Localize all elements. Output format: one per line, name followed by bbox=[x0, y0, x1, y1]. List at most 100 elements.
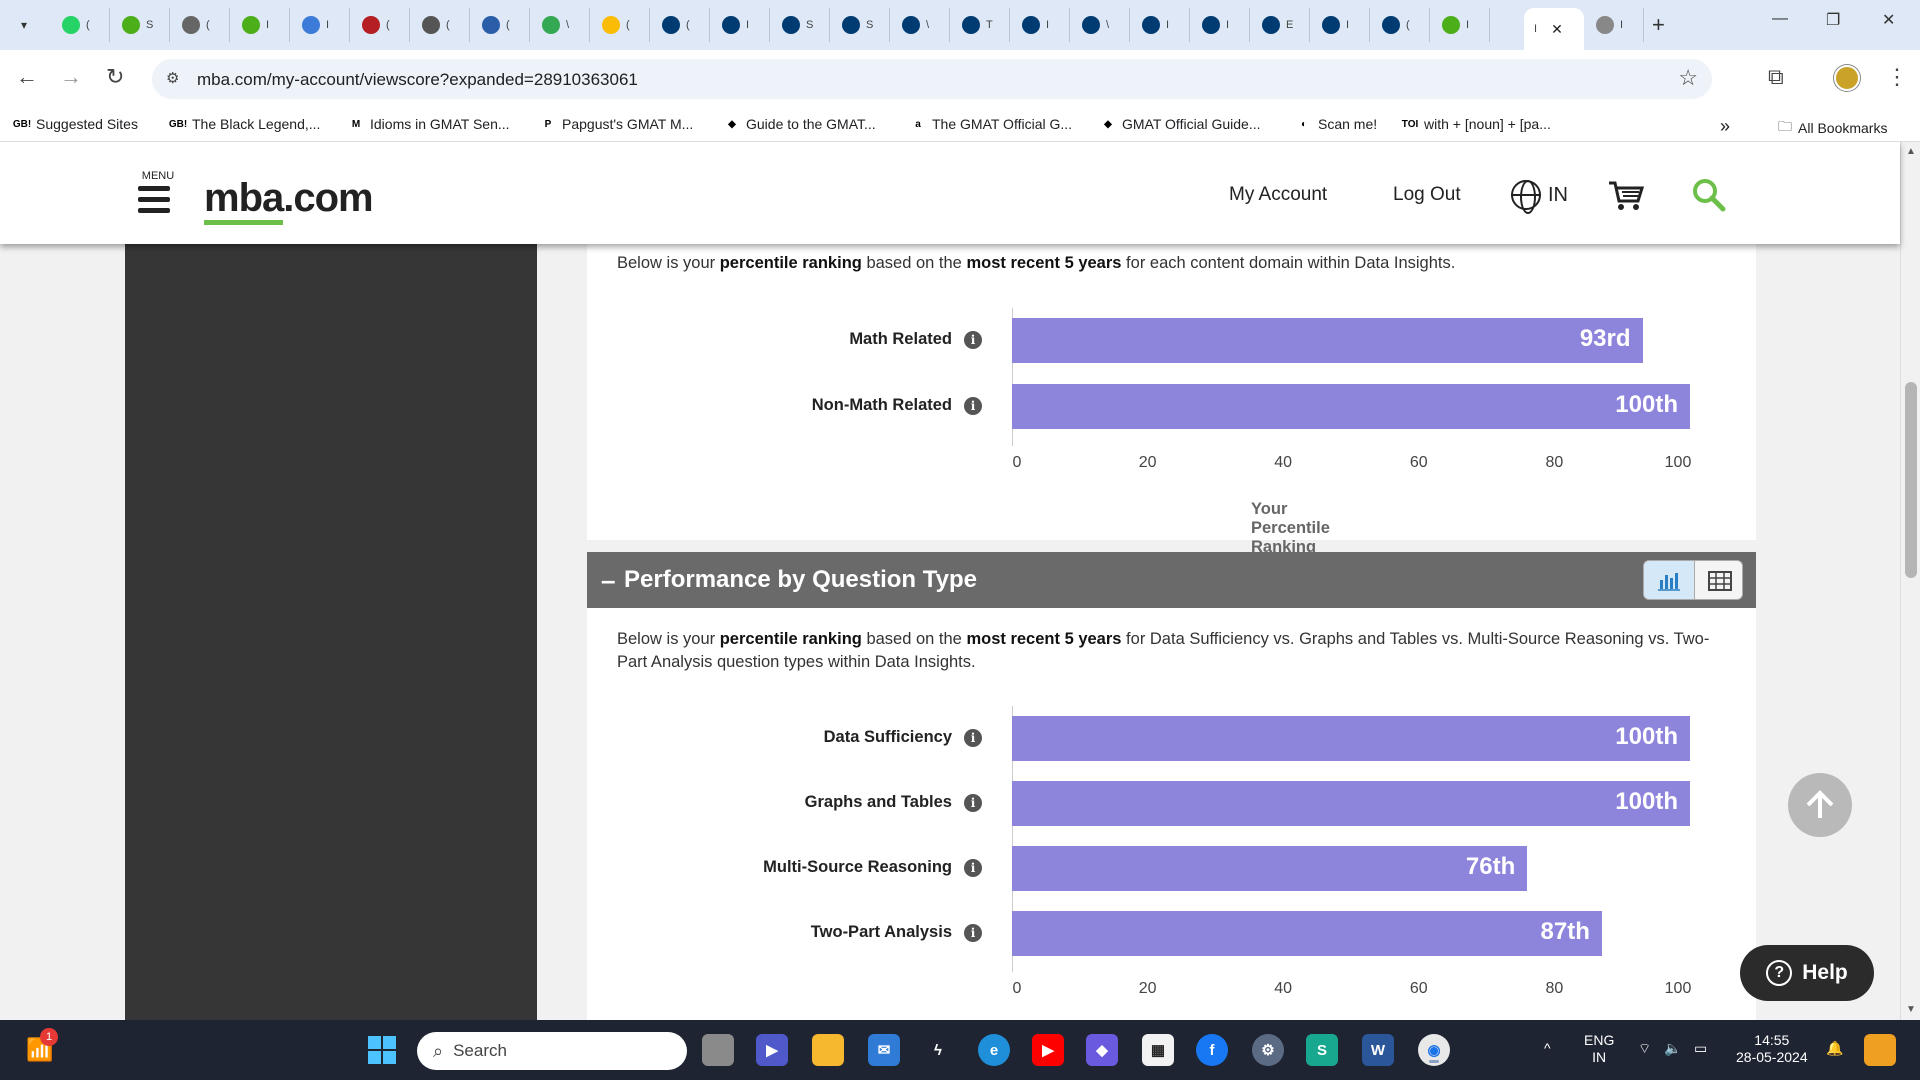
browser-tab[interactable]: ( bbox=[472, 8, 530, 42]
tab-search-button[interactable]: ▾ bbox=[20, 18, 28, 32]
close-tab-icon[interactable]: ✕ bbox=[1551, 20, 1563, 37]
bookmark-item[interactable]: P Papgust's GMAT M... bbox=[540, 116, 694, 132]
bookmark-star-icon[interactable]: ☆ bbox=[1678, 65, 1698, 90]
copilot-icon[interactable]: ◆ bbox=[1086, 1034, 1118, 1066]
start-button[interactable] bbox=[366, 1034, 398, 1066]
my-account-link[interactable]: My Account bbox=[1229, 184, 1328, 205]
browser-tab[interactable]: I bbox=[232, 8, 290, 42]
bookmark-item[interactable]: ◐ Scan me! bbox=[1296, 116, 1377, 132]
browser-tab[interactable]: E bbox=[1252, 8, 1310, 42]
file-explorer-icon[interactable] bbox=[812, 1034, 844, 1066]
browser-tab[interactable]: ( bbox=[172, 8, 230, 42]
minimize-button[interactable]: — bbox=[1772, 10, 1788, 27]
url-text[interactable]: mba.com/my-account/viewscore?expanded=28… bbox=[197, 70, 638, 89]
chart-view-button[interactable] bbox=[1644, 561, 1694, 599]
page-scrollbar[interactable]: ▲ ▼ bbox=[1900, 142, 1920, 1020]
browser-tab[interactable]: \ bbox=[1072, 8, 1130, 42]
browser-tab[interactable]: I bbox=[1192, 8, 1250, 42]
volume-icon[interactable]: 🔈 bbox=[1664, 1040, 1682, 1056]
tray-overflow-icon[interactable]: ^ bbox=[1544, 1040, 1551, 1056]
notification-bell-icon[interactable]: 🔔 bbox=[1826, 1040, 1844, 1056]
help-button[interactable]: ? Help bbox=[1740, 945, 1874, 1001]
info-icon[interactable]: i bbox=[964, 924, 982, 942]
copilot-tray-icon[interactable] bbox=[1864, 1034, 1896, 1066]
scroll-to-top-button[interactable] bbox=[1788, 773, 1852, 837]
browser-tab[interactable]: I bbox=[1012, 8, 1070, 42]
forward-button[interactable]: → bbox=[60, 64, 82, 89]
all-bookmarks-button[interactable]: 🗀 All Bookmarks bbox=[1778, 116, 1887, 140]
new-tab-button[interactable]: + bbox=[1652, 12, 1665, 37]
browser-tab[interactable]: ( bbox=[352, 8, 410, 42]
bookmark-item[interactable]: GB! Suggested Sites bbox=[13, 116, 138, 132]
info-icon[interactable]: i bbox=[964, 397, 982, 415]
bookmark-item[interactable]: ◆ Guide to the GMAT... bbox=[724, 116, 876, 132]
bookmark-item[interactable]: TOI with + [noun] + [pa... bbox=[1402, 116, 1551, 132]
facebook-icon[interactable]: f bbox=[1196, 1034, 1228, 1066]
browser-tab[interactable]: T bbox=[952, 8, 1010, 42]
browser-tab[interactable]: I bbox=[292, 8, 350, 42]
extensions-icon[interactable]: ⧉ bbox=[1768, 64, 1784, 89]
language-indicator[interactable]: ENG IN bbox=[1584, 1032, 1614, 1066]
bookmark-item[interactable]: M Idioms in GMAT Sen... bbox=[348, 116, 510, 132]
info-icon[interactable]: i bbox=[964, 729, 982, 747]
browser-tab[interactable]: I bbox=[1432, 8, 1490, 42]
teams-icon[interactable]: ▶ bbox=[756, 1034, 788, 1066]
browser-tab[interactable]: I bbox=[1132, 8, 1190, 42]
globe-icon[interactable] bbox=[1511, 180, 1541, 214]
clock[interactable]: 14:55 28-05-2024 bbox=[1736, 1032, 1808, 1066]
battery-icon[interactable]: ▭ bbox=[1694, 1040, 1708, 1056]
scrollbar-thumb[interactable] bbox=[1905, 382, 1917, 578]
browser-tab[interactable]: I bbox=[712, 8, 770, 42]
task-view-icon[interactable] bbox=[702, 1034, 734, 1066]
mba-logo[interactable]: mba.com bbox=[204, 176, 374, 225]
browser-tab[interactable]: ( bbox=[1372, 8, 1430, 42]
app-teal-icon[interactable]: S bbox=[1306, 1034, 1338, 1066]
info-icon[interactable]: i bbox=[964, 331, 982, 349]
log-out-link[interactable]: Log Out bbox=[1393, 184, 1461, 205]
wifi-icon[interactable]: ⌔ bbox=[1638, 1040, 1652, 1056]
more-menu-icon[interactable]: ⋮ bbox=[1886, 64, 1908, 89]
browser-tab[interactable]: I bbox=[1312, 8, 1370, 42]
back-button[interactable]: ← bbox=[16, 64, 38, 89]
bookmark-item[interactable]: a The GMAT Official G... bbox=[910, 116, 1072, 132]
bookmark-item[interactable]: ◆ GMAT Official Guide... bbox=[1100, 116, 1260, 132]
browser-tab[interactable]: ( bbox=[652, 8, 710, 42]
menu-button[interactable]: MENU bbox=[138, 170, 178, 219]
info-icon[interactable]: i bbox=[964, 859, 982, 877]
language-selector[interactable]: IN bbox=[1548, 184, 1568, 206]
bookmarks-overflow-icon[interactable]: » bbox=[1720, 116, 1731, 136]
app-s-icon[interactable]: ϟ bbox=[934, 1041, 942, 1059]
taskbar-search[interactable]: ⌕ Search bbox=[417, 1032, 687, 1070]
site-info-icon[interactable]: ⚙ bbox=[166, 70, 180, 87]
question-type-section-header[interactable]: – Performance by Question Type bbox=[587, 552, 1756, 608]
info-icon[interactable]: i bbox=[964, 794, 982, 812]
bookmark-item[interactable]: GB! The Black Legend,... bbox=[169, 116, 321, 132]
cart-icon[interactable] bbox=[1608, 180, 1644, 212]
close-window-button[interactable]: ✕ bbox=[1882, 12, 1896, 29]
restore-button[interactable]: ❐ bbox=[1826, 12, 1841, 29]
scroll-down-arrow[interactable]: ▼ bbox=[1906, 1004, 1916, 1015]
browser-tab-active[interactable]: I ✕ bbox=[1524, 8, 1584, 50]
browser-tab[interactable]: ( bbox=[592, 8, 650, 42]
browser-tab[interactable]: I bbox=[1586, 8, 1644, 42]
browser-tab[interactable]: ( bbox=[52, 8, 110, 42]
table-view-button[interactable] bbox=[1694, 561, 1742, 599]
browser-tab[interactable]: S bbox=[772, 8, 830, 42]
profile-avatar[interactable] bbox=[1834, 65, 1860, 91]
browser-tab[interactable]: \ bbox=[892, 8, 950, 42]
word-icon[interactable]: W bbox=[1362, 1034, 1394, 1066]
browser-tab[interactable]: \ bbox=[532, 8, 590, 42]
browser-tab[interactable]: ( bbox=[412, 8, 470, 42]
browser-tab[interactable]: S bbox=[112, 8, 170, 42]
browser-tab[interactable]: S bbox=[832, 8, 890, 42]
scroll-up-arrow[interactable]: ▲ bbox=[1906, 146, 1916, 157]
address-bar[interactable]: ⚙ mba.com/my-account/viewscore?expanded=… bbox=[152, 59, 1712, 99]
search-icon[interactable] bbox=[1692, 178, 1726, 212]
edge-icon[interactable]: e bbox=[978, 1034, 1010, 1066]
chrome-icon[interactable]: ◉ bbox=[1418, 1034, 1450, 1066]
reload-button[interactable]: ↻ bbox=[106, 64, 125, 89]
collapse-icon[interactable]: – bbox=[601, 565, 616, 595]
store-icon[interactable]: ▦ bbox=[1142, 1034, 1174, 1066]
youtube-icon[interactable]: ▶ bbox=[1032, 1034, 1064, 1066]
mail-icon[interactable]: ✉ bbox=[868, 1034, 900, 1066]
